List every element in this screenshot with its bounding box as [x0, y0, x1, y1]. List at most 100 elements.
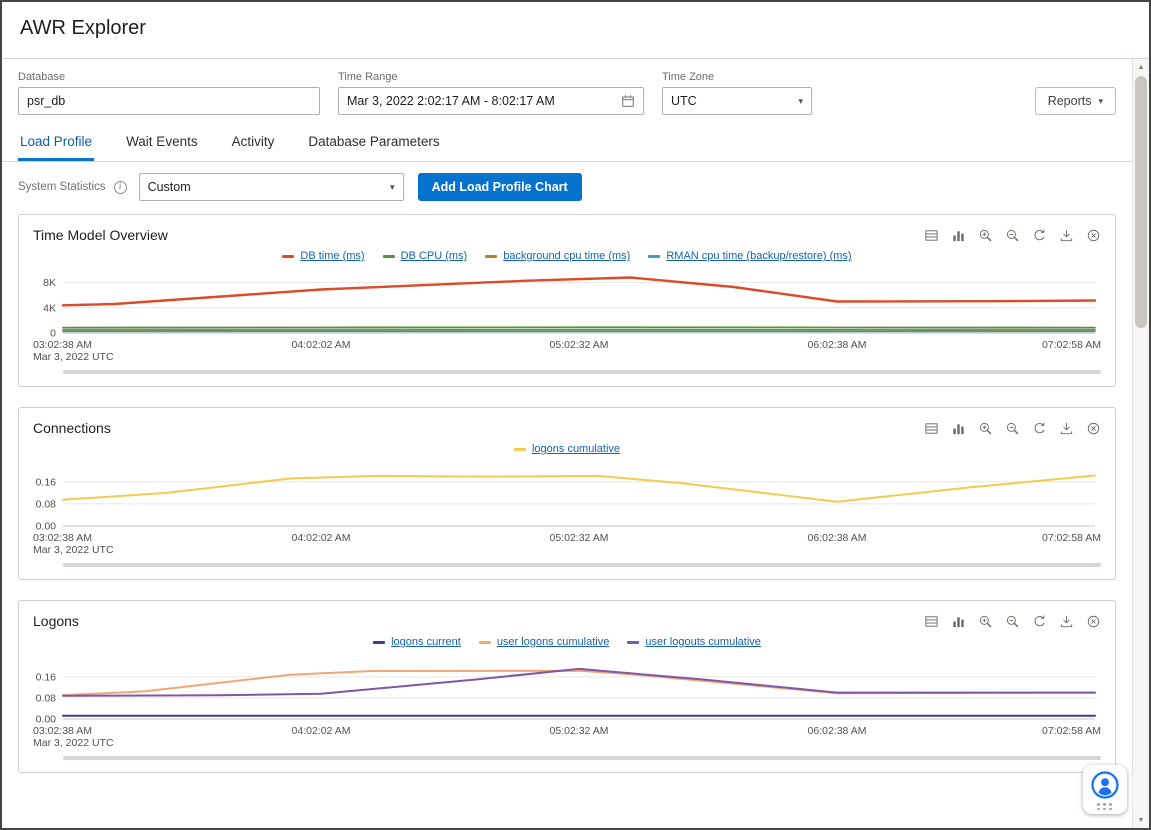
statistic-select[interactable]: Custom ▾ — [138, 173, 404, 201]
bar-chart-icon[interactable] — [951, 614, 966, 629]
drag-handle-dots[interactable] — [1097, 803, 1113, 810]
tab-activity[interactable]: Activity — [231, 134, 275, 149]
svg-text:0.16: 0.16 — [36, 476, 57, 488]
legend-item[interactable]: logons cumulative — [513, 443, 621, 455]
assistant-widget[interactable] — [1083, 765, 1127, 814]
scrollbar-thumb[interactable] — [1135, 76, 1147, 328]
data-table-icon[interactable] — [924, 421, 939, 436]
legend-item[interactable]: background cpu time (ms) — [485, 250, 630, 262]
svg-text:0.00: 0.00 — [36, 714, 57, 726]
download-icon[interactable] — [1059, 421, 1074, 436]
chart-legend: DB time (ms) DB CPU (ms) background cpu ti… — [33, 248, 1101, 264]
tab-database-parameters[interactable]: Database Parameters — [308, 134, 440, 149]
chart-overview-scrollbar[interactable] — [63, 370, 1101, 374]
chart-panel-header: Time Model Overview — [33, 227, 1101, 243]
legend-label[interactable]: user logons cumulative — [496, 636, 610, 648]
chart-overview-scrollbar[interactable] — [63, 563, 1101, 567]
overview-thumb[interactable] — [63, 563, 1101, 567]
svg-text:07:02:58 AM: 07:02:58 AM — [1042, 532, 1101, 544]
zoom-out-icon[interactable] — [1005, 421, 1020, 436]
svg-text:03:02:38 AM: 03:02:38 AM — [33, 339, 92, 351]
legend-swatch-icon — [648, 254, 661, 258]
chart-plot[interactable]: 0 4K 8K 03:02:38 AM Mar 3, 2022 UTC 04:02:02 … — [33, 267, 1101, 367]
svg-text:05:02:32 AM: 05:02:32 AM — [550, 532, 609, 544]
chevron-down-icon: ▾ — [1098, 95, 1103, 106]
time-zone-field: Time Zone UTC ▾ — [662, 71, 812, 115]
remove-chart-icon[interactable] — [1086, 614, 1101, 629]
legend-label[interactable]: logons cumulative — [531, 443, 621, 455]
chart-plot[interactable]: 0.00 0.08 0.16 03:02:38 AM Mar 3, 2022 UTC 04… — [33, 460, 1101, 560]
remove-chart-icon[interactable] — [1086, 421, 1101, 436]
svg-text:04:02:02 AM: 04:02:02 AM — [292, 725, 351, 737]
download-icon[interactable] — [1059, 228, 1074, 243]
legend-swatch-icon — [513, 447, 526, 451]
legend-swatch-icon — [373, 640, 386, 644]
legend-label[interactable]: RMAN cpu time (backup/restore) (ms) — [666, 250, 852, 262]
legend-label[interactable]: logons current — [391, 636, 461, 648]
bar-chart-icon[interactable] — [951, 228, 966, 243]
legend-swatch-icon — [282, 254, 295, 258]
database-field: Database — [18, 71, 320, 115]
calendar-icon[interactable] — [621, 94, 635, 108]
overview-thumb[interactable] — [63, 756, 1101, 760]
zoom-in-icon[interactable] — [978, 614, 993, 629]
chart-panel-header: Logons — [33, 613, 1101, 629]
chart-panel-header: Connections — [33, 420, 1101, 436]
tab-wait-events[interactable]: Wait Events — [126, 134, 198, 149]
overview-thumb[interactable] — [63, 370, 1101, 374]
chart-legend: logons current user logons cumulative user… — [33, 634, 1101, 650]
reports-button[interactable]: Reports ▾ — [1034, 87, 1116, 115]
system-statistics-row: System Statistics i Custom ▾ Add Load Pr… — [18, 173, 1116, 201]
legend-item[interactable]: user logouts cumulative — [627, 636, 761, 648]
info-icon[interactable]: i — [113, 180, 127, 194]
data-table-icon[interactable] — [924, 614, 939, 629]
time-range-text[interactable] — [347, 94, 615, 108]
legend-item[interactable]: DB CPU (ms) — [382, 250, 468, 262]
download-icon[interactable] — [1059, 614, 1074, 629]
legend-swatch-icon — [478, 640, 491, 644]
filter-bar: Database Time Range Time Zone UTC ▾ — [2, 59, 1132, 117]
legend-item[interactable]: DB time (ms) — [282, 250, 365, 262]
reset-zoom-icon[interactable] — [1032, 228, 1047, 243]
remove-chart-icon[interactable] — [1086, 228, 1101, 243]
zoom-in-icon[interactable] — [978, 421, 993, 436]
vertical-scrollbar[interactable]: ▲ ▼ — [1132, 59, 1149, 828]
legend-swatch-icon — [627, 640, 640, 644]
legend-label[interactable]: background cpu time (ms) — [503, 250, 631, 262]
chart-title: Time Model Overview — [33, 227, 168, 243]
svg-text:05:02:32 AM: 05:02:32 AM — [550, 725, 609, 737]
database-input[interactable] — [18, 87, 320, 115]
legend-item[interactable]: user logons cumulative — [478, 636, 610, 648]
legend-label[interactable]: user logouts cumulative — [645, 636, 761, 648]
legend-label[interactable]: DB time (ms) — [300, 250, 365, 262]
svg-text:06:02:38 AM: 06:02:38 AM — [808, 532, 867, 544]
chart-toolbar — [924, 421, 1101, 436]
svg-text:04:02:02 AM: 04:02:02 AM — [292, 532, 351, 544]
svg-text:04:02:02 AM: 04:02:02 AM — [292, 339, 351, 351]
database-label: Database — [18, 71, 66, 83]
data-table-icon[interactable] — [924, 228, 939, 243]
zoom-out-icon[interactable] — [1005, 614, 1020, 629]
zoom-out-icon[interactable] — [1005, 228, 1020, 243]
svg-text:Mar 3, 2022 UTC: Mar 3, 2022 UTC — [33, 737, 114, 749]
tab-load-profile[interactable]: Load Profile — [18, 125, 95, 161]
system-statistics-label: System Statistics — [18, 181, 106, 193]
scrollbar-up-arrow[interactable]: ▲ — [1137, 63, 1145, 71]
scrollbar-down-arrow[interactable]: ▼ — [1137, 816, 1145, 824]
legend-item[interactable]: RMAN cpu time (backup/restore) (ms) — [648, 250, 852, 262]
reset-zoom-icon[interactable] — [1032, 614, 1047, 629]
bar-chart-icon[interactable] — [951, 421, 966, 436]
chevron-down-icon: ▾ — [390, 181, 395, 192]
reset-zoom-icon[interactable] — [1032, 421, 1047, 436]
zoom-in-icon[interactable] — [978, 228, 993, 243]
time-zone-select[interactable]: UTC ▾ — [662, 87, 812, 115]
svg-text:0.08: 0.08 — [36, 692, 57, 704]
page-title: AWR Explorer — [20, 17, 146, 39]
legend-label[interactable]: DB CPU (ms) — [400, 250, 468, 262]
add-load-profile-chart-button[interactable]: Add Load Profile Chart — [417, 173, 582, 201]
chart-panel-logons: Logons logons current user logons cumulat… — [18, 600, 1116, 773]
chart-overview-scrollbar[interactable] — [63, 756, 1101, 760]
time-range-input[interactable] — [338, 87, 644, 115]
legend-item[interactable]: logons current — [373, 636, 461, 648]
chart-plot[interactable]: 0.00 0.08 0.16 03:02:38 AM Mar 3, 2022 UTC 04… — [33, 653, 1101, 753]
